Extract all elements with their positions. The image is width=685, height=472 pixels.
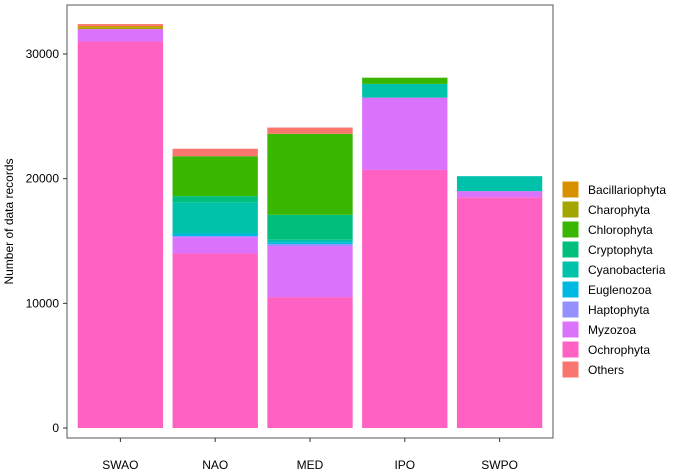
legend-label-bacillariophyta: Bacillariophyta: [588, 183, 666, 197]
bar-segment-ipo-myzozoa: [362, 97, 448, 170]
y-tick-label-30000: 30000: [26, 47, 60, 61]
bar-segment-med-ochrophyta: [267, 297, 353, 428]
legend: Bacillariophyta Charophyta Chlorophyta Cryp…: [561, 180, 666, 379]
legend-swatch-cryptophyta: [561, 240, 580, 259]
bar-segment-swao-bacillariophyta: [77, 25, 164, 28]
legend-label-charophyta: Charophyta: [588, 203, 650, 217]
bar-segment-med-cyanobacteria: [267, 239, 353, 243]
legend-swatch-charophyta: [561, 200, 580, 219]
bar-segment-ipo-ochrophyta: [362, 169, 448, 428]
bar-segment-nao-myzozoa: [172, 237, 258, 254]
legend-swatch-euglenozoa: [561, 280, 580, 299]
legend-label-chlorophyta: Chlorophyta: [588, 223, 653, 237]
legend-label-myzozoa: Myzozoa: [588, 323, 636, 337]
bar-segment-med-others: [267, 127, 353, 134]
bar-segment-nao-euglenozoa: [172, 233, 258, 237]
bar-segment-med-myzozoa: [267, 245, 353, 298]
legend-label-others: Others: [588, 363, 624, 377]
bar-segment-nao-ochrophyta: [172, 253, 258, 428]
x-tick-label-swao: SWAO: [102, 458, 138, 472]
x-tick-label-swpo: SWPO: [481, 458, 518, 472]
legend-label-haptophyta: Haptophyta: [588, 303, 650, 317]
legend-label-euglenozoa: Euglenozoa: [588, 283, 652, 297]
y-tick-label-20000: 20000: [26, 172, 60, 186]
legend-swatch-myzozoa: [561, 320, 580, 339]
legend-label-ochrophyta: Ochrophyta: [588, 343, 650, 357]
y-axis-title: Number of data records: [2, 158, 16, 284]
legend-swatch-bacillariophyta: [561, 180, 580, 199]
x-tick-label-nao: NAO: [202, 458, 228, 472]
y-tick-label-0: 0: [52, 421, 59, 435]
x-axis: SWAO NAO MED IPO SWPO: [102, 438, 518, 472]
bar-segment-med-cryptophyta: [267, 214, 353, 240]
bar-segment-nao-others: [172, 148, 258, 157]
x-tick-label-ipo: IPO: [394, 458, 415, 472]
bar-segment-swao-charophyta: [77, 27, 164, 30]
bar-segment-nao-haptophyta: [172, 236, 258, 238]
bar-segment-swao-others: [77, 24, 164, 26]
bar-segment-ipo-cyanobacteria: [362, 83, 448, 98]
legend-swatch-others: [561, 360, 580, 379]
y-tick-label-10000: 10000: [26, 296, 60, 310]
bar-segment-nao-chlorophyta: [172, 156, 258, 197]
bar-segment-swao-myzozoa: [77, 29, 164, 42]
legend-label-cryptophyta: Cryptophyta: [588, 243, 653, 257]
bar-segment-nao-cyanobacteria: [172, 202, 258, 234]
bar-segment-swpo-cyanobacteria: [456, 176, 543, 192]
y-axis: 0 10000 20000 30000: [26, 47, 67, 435]
legend-label-cyanobacteria: Cyanobacteria: [588, 263, 666, 277]
x-tick-label-med: MED: [297, 458, 324, 472]
legend-swatch-ochrophyta: [561, 340, 580, 359]
bar-segment-med-haptophyta: [267, 244, 353, 246]
legend-swatch-haptophyta: [561, 300, 580, 319]
legend-swatch-cyanobacteria: [561, 260, 580, 279]
bar-segment-swao-ochrophyta: [77, 41, 164, 428]
bar-segment-med-euglenozoa: [267, 242, 353, 245]
bar-segment-nao-cryptophyta: [172, 196, 258, 203]
legend-swatch-chlorophyta: [561, 220, 580, 239]
bars-layer: [77, 24, 543, 428]
bar-segment-swpo-ochrophyta: [456, 197, 543, 428]
bar-segment-ipo-chlorophyta: [362, 77, 448, 84]
bar-segment-med-chlorophyta: [267, 133, 353, 215]
bar-segment-swpo-myzozoa: [456, 191, 543, 198]
